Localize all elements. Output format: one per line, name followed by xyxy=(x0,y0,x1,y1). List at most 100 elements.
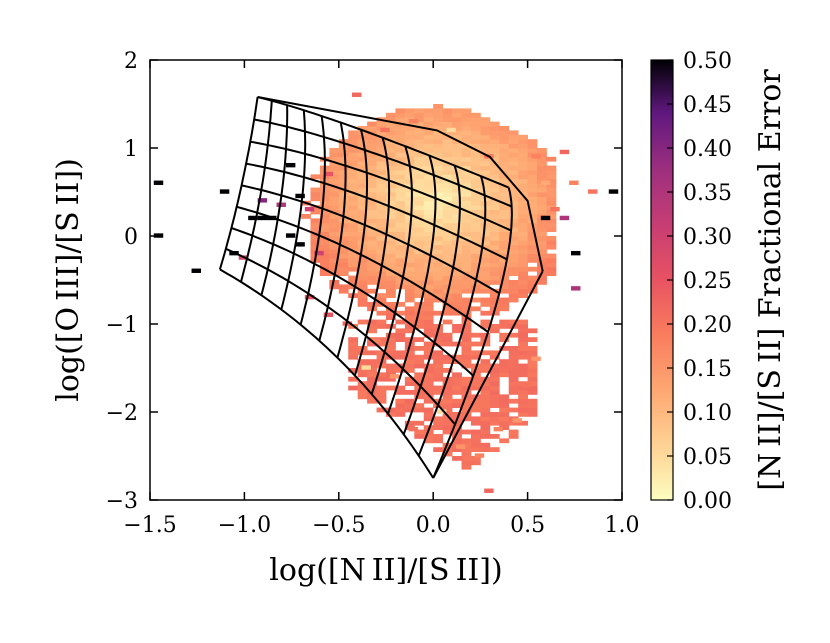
heatmap-cell xyxy=(489,165,500,171)
heatmap-cell xyxy=(367,398,377,404)
heatmap-cell xyxy=(518,412,528,417)
heatmap-cell xyxy=(386,214,396,219)
heatmap-cell xyxy=(414,315,425,320)
heatmap-cell xyxy=(414,200,425,206)
heatmap-cell xyxy=(348,209,359,215)
heatmap-cell xyxy=(348,385,359,391)
heatmap-cell xyxy=(461,363,472,369)
heatmap-cell xyxy=(489,271,500,276)
heatmap-cell xyxy=(348,262,359,268)
model-grid-line-v xyxy=(219,268,435,479)
heatmap-cell xyxy=(527,284,538,290)
heatmap-cell xyxy=(433,143,444,149)
heatmap-cell xyxy=(527,178,538,184)
heatmap-cell xyxy=(404,249,415,254)
heatmap-cell xyxy=(348,134,359,140)
heatmap-cell xyxy=(508,244,519,250)
heatmap-cell xyxy=(452,425,462,430)
heatmap-cell xyxy=(508,187,519,193)
colorbar-tick-label: 0.50 xyxy=(683,49,732,74)
heatmap-cell xyxy=(461,130,472,136)
heatmap-cell xyxy=(470,407,481,413)
heatmap-cell xyxy=(423,161,434,166)
heatmap-cell xyxy=(433,266,444,272)
heatmap-cell xyxy=(329,222,340,228)
model-grid-line-v xyxy=(250,140,512,232)
heatmap-cell xyxy=(527,407,538,413)
heatmap-cell xyxy=(414,214,425,219)
heatmap-cell xyxy=(404,328,415,334)
heatmap-cell xyxy=(518,183,528,188)
outlier-bin xyxy=(521,382,532,388)
heatmap-cell xyxy=(348,170,359,175)
heatmap-cell xyxy=(489,227,500,232)
heatmap-cell xyxy=(499,148,510,153)
heatmap-cell xyxy=(480,319,491,325)
outlier-bin xyxy=(295,193,305,199)
heatmap-cell xyxy=(395,170,406,175)
heatmap-cell xyxy=(338,271,349,276)
outlier-bin xyxy=(219,189,230,194)
heatmap-cell xyxy=(461,306,472,312)
outlier-bin xyxy=(295,242,305,247)
outlier-bin xyxy=(285,233,296,238)
heatmap-cell xyxy=(489,139,500,144)
heatmap-cell xyxy=(518,187,528,193)
heatmap-cell xyxy=(310,174,321,180)
x-tick-label: −0.5 xyxy=(312,513,365,538)
heatmap-cell xyxy=(452,214,462,219)
heatmap-cell xyxy=(433,372,444,378)
heatmap-cell xyxy=(423,249,434,254)
heatmap-cell xyxy=(461,240,472,246)
heatmap-cell xyxy=(433,187,444,193)
outlier-bin xyxy=(153,180,164,185)
heatmap-cell xyxy=(537,183,547,188)
heatmap-cell xyxy=(423,108,434,114)
heatmap-cell xyxy=(357,280,368,285)
heatmap-cell xyxy=(357,165,368,171)
heatmap-cell xyxy=(423,416,434,422)
model-grid-line-v xyxy=(257,96,510,189)
heatmap-cell xyxy=(537,205,547,210)
heatmap-cell xyxy=(376,394,387,400)
heatmap-cell xyxy=(395,328,406,334)
heatmap-cell xyxy=(414,156,425,162)
heatmap-cell xyxy=(414,363,425,369)
heatmap-cell xyxy=(480,434,491,439)
heatmap-cell xyxy=(338,236,349,241)
heatmap-cell xyxy=(395,390,406,395)
heatmap-cell xyxy=(489,385,500,391)
heatmap-cell xyxy=(499,363,510,369)
heatmap-cell xyxy=(470,192,481,197)
outlier-bin xyxy=(512,418,522,423)
heatmap-cell xyxy=(442,117,453,122)
heatmap-cell xyxy=(338,262,349,268)
heatmap-cell xyxy=(518,324,528,329)
heatmap-cell xyxy=(452,161,462,166)
heatmap-cell xyxy=(319,271,330,276)
heatmap-cell xyxy=(470,438,481,444)
heatmap-cell xyxy=(329,196,340,202)
outlier-bin xyxy=(191,268,201,273)
heatmap-cell xyxy=(442,319,453,325)
heatmap-cell xyxy=(367,244,377,250)
heatmap-cell xyxy=(386,407,396,413)
heatmap-cell xyxy=(480,121,491,127)
heatmap-cell xyxy=(414,178,425,184)
heatmap-cell xyxy=(546,271,557,276)
heatmap-cell xyxy=(489,148,500,153)
heatmap-cell xyxy=(499,134,510,140)
heatmap-cell xyxy=(499,196,510,202)
heatmap-cell xyxy=(480,266,491,272)
heatmap-cell xyxy=(470,262,481,268)
heatmap-cell xyxy=(367,187,377,193)
heatmap-cell xyxy=(480,425,491,430)
heatmap-cell xyxy=(338,288,349,294)
heatmap-cell xyxy=(452,306,462,312)
heatmap-cell xyxy=(376,231,387,237)
heatmap-cell xyxy=(452,381,462,386)
heatmap-cell xyxy=(395,161,406,166)
heatmap-cell xyxy=(329,170,340,175)
heatmap-cell xyxy=(527,139,538,144)
heatmap-cell xyxy=(499,372,510,378)
